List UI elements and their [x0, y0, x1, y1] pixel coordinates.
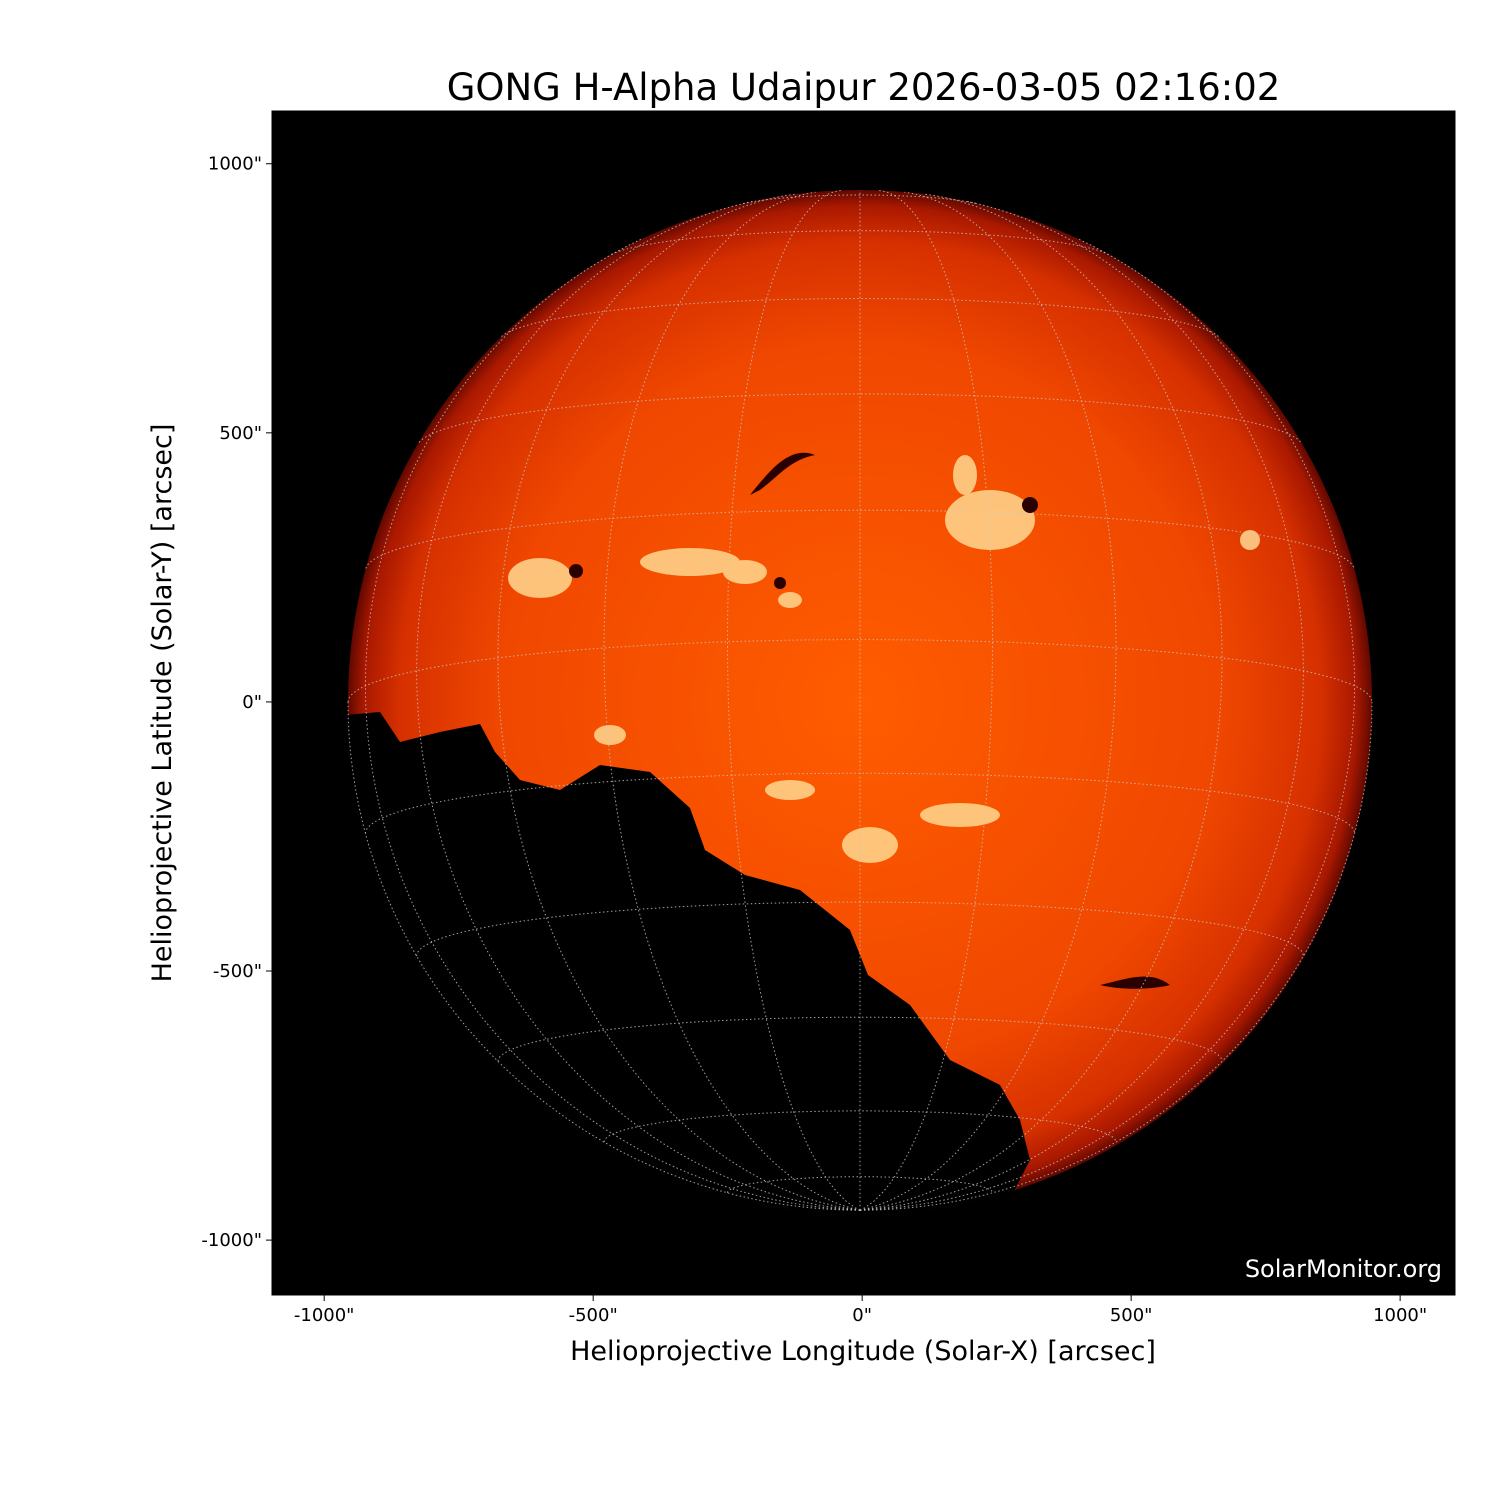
x-tick-label: -1000" — [294, 1305, 355, 1326]
x-axis-label: Helioprojective Longitude (Solar-X) [arc… — [570, 1336, 1156, 1367]
x-tick-label: 0" — [852, 1305, 872, 1326]
longitude-line — [859, 237, 1356, 1211]
longitude-line — [859, 191, 1117, 1211]
y-tick-label: 1000" — [208, 154, 262, 175]
axes-frame — [271, 110, 1456, 1296]
sunspots-filaments — [569, 452, 1170, 989]
heliographic-grid — [347, 189, 1373, 1211]
chart-title: GONG H-Alpha Udaipur 2026-03-05 02:16:02 — [446, 66, 1281, 109]
watermark: SolarMonitor.org — [1245, 1255, 1442, 1283]
longitude-line — [364, 237, 861, 1211]
longitude-line — [347, 701, 861, 1211]
y-tick-label: 0" — [242, 692, 262, 713]
longitude-line — [859, 193, 1223, 1211]
longitude-line — [859, 200, 1304, 1211]
x-tick-label: 500" — [1110, 1305, 1153, 1326]
plage-regions — [508, 455, 1260, 863]
latitude-line — [497, 1016, 1223, 1062]
x-tick-label: 1000" — [1373, 1305, 1427, 1326]
longitude-line — [859, 189, 994, 1211]
x-tick-label: -500" — [569, 1305, 618, 1326]
y-tick-label: 500" — [219, 423, 262, 444]
longitude-line — [497, 193, 861, 1211]
latitude-line — [611, 230, 1109, 255]
y-tick-label: -1000" — [201, 1230, 262, 1251]
longitude-line — [859, 701, 1373, 1211]
y-tick-label: -500" — [213, 961, 262, 982]
latitude-line — [742, 194, 978, 205]
y-axis-label: Helioprojective Latitude (Solar-Y) [arcs… — [147, 424, 178, 983]
longitude-line — [726, 189, 861, 1211]
latitude-line — [727, 1176, 993, 1193]
longitude-line — [603, 191, 861, 1211]
axis-ticks: -1000" -500" 0" 500" 1000" 1000" 500" 0" -500" -1… — [201, 154, 1427, 1326]
longitude-line — [416, 200, 861, 1211]
